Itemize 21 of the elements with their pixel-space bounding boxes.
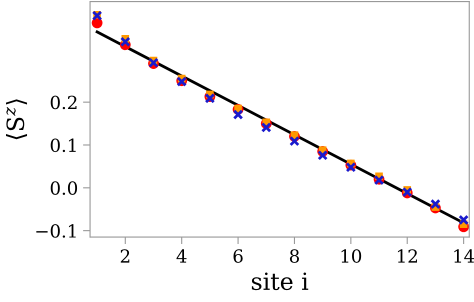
y-tick-label: 0.0	[50, 181, 78, 195]
x-tick-label: 4	[176, 249, 187, 263]
x-tick-label: 14	[454, 249, 474, 263]
point	[430, 198, 441, 210]
x-tick-label: 6	[234, 249, 243, 263]
y-tick-label: 0.1	[50, 138, 76, 152]
x-tick-label: 2	[120, 249, 130, 263]
point	[289, 136, 300, 146]
point	[120, 36, 130, 47]
point	[232, 109, 244, 120]
x-axis-title: site i	[252, 272, 308, 290]
x-tick-label: 12	[398, 249, 417, 263]
point	[458, 214, 469, 226]
point	[346, 162, 356, 172]
y-tick-label: −0.1	[36, 224, 76, 238]
point	[317, 150, 328, 160]
y-tick-label: 0.2	[50, 96, 76, 110]
x-tick-label: 8	[290, 249, 299, 263]
y-axis-title: ⟨S$^{z}$⟩	[6, 99, 28, 140]
point	[261, 122, 272, 133]
x-tick-label: 10	[342, 249, 362, 263]
